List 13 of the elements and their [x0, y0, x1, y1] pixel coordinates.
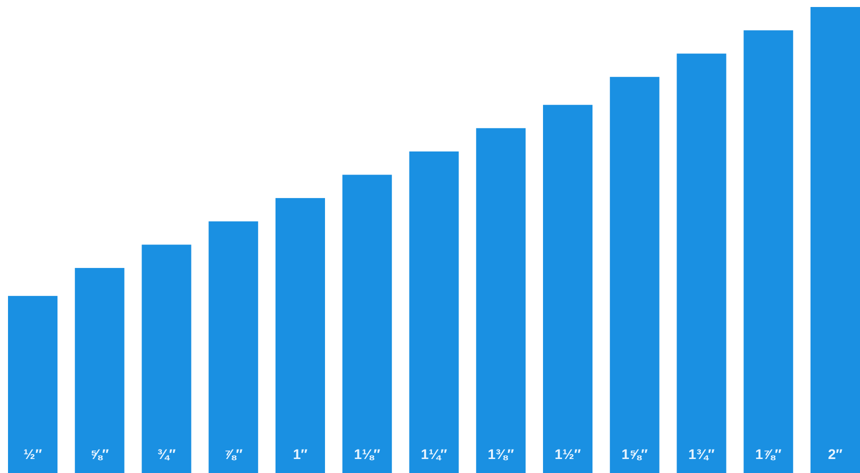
x-tick-label: 1⅛″	[354, 446, 380, 462]
x-tick-label: 1⅜″	[488, 446, 514, 462]
x-tick-label: 1″	[293, 446, 308, 462]
x-tick-label: 1¾″	[688, 446, 715, 462]
x-tick-label: 1¼″	[420, 446, 448, 462]
x-tick-label: 1⅞″	[755, 446, 782, 462]
x-tick-label: ⅞″	[224, 446, 243, 462]
x-tick-label: ¾″	[157, 446, 176, 462]
x-tick-label: ⅝″	[90, 446, 110, 462]
x-tick-label: 1½″	[554, 446, 582, 462]
x-tick-label: 1⅝″	[622, 446, 648, 462]
x-tick-label: ½″	[24, 446, 42, 462]
x-tick-label: 2″	[828, 446, 843, 462]
